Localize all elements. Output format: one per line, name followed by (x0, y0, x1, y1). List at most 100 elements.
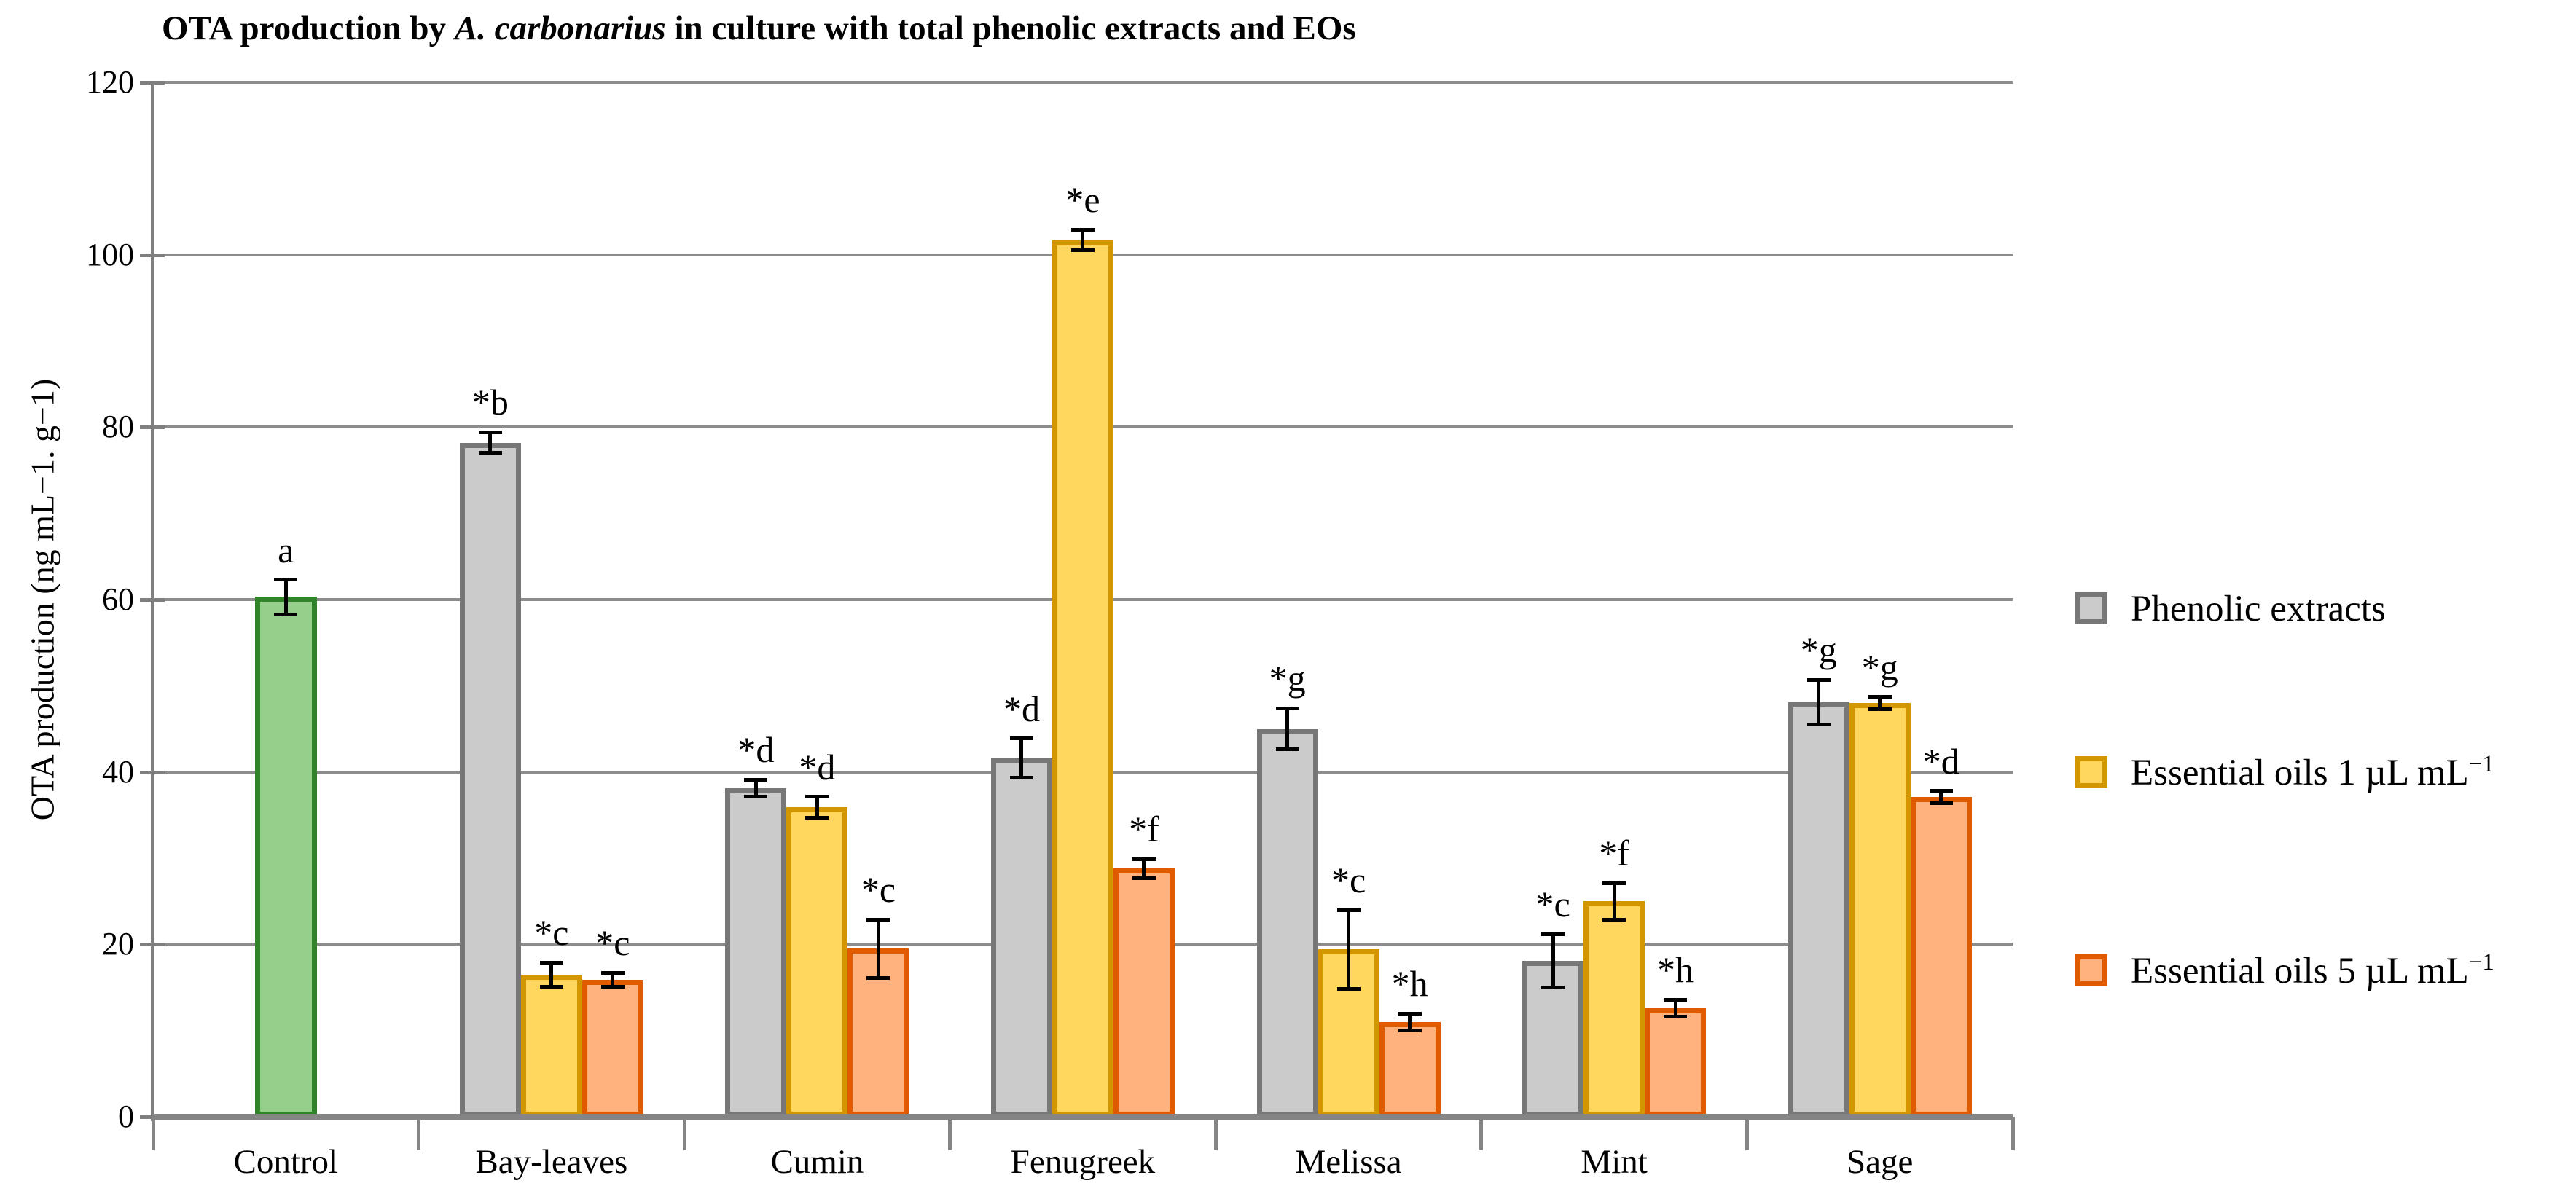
bar-slot-eo1: *g (1849, 82, 1911, 1117)
y-tick-label-80: 80 (102, 409, 134, 445)
error-bar-cap-bottom (1541, 986, 1565, 989)
legend-item-phenolic: Phenolic extracts (2075, 579, 2386, 637)
error-bar-cap-top (805, 795, 829, 799)
error-bar-cap-top (1336, 908, 1361, 912)
error-bar-line (1142, 859, 1146, 879)
error-bar-line (1817, 680, 1821, 725)
error-bar-cap-bottom (1664, 1015, 1688, 1019)
bar-slot-eo1: *d (786, 82, 848, 1117)
error-bar-cap-top (1806, 677, 1831, 682)
error-bar-cap-bottom (744, 795, 768, 799)
bar-sage-phenolic (1788, 702, 1849, 1117)
legend-swatch-eo5 (2075, 954, 2107, 986)
significance-label: *c (595, 922, 630, 964)
error-bar-line (1347, 910, 1351, 989)
significance-label: *c (1331, 860, 1366, 900)
chart-title-species: A. carbonarius (454, 9, 666, 47)
bar-mint-eo1 (1583, 901, 1645, 1117)
legend-label-text: Essential oils 1 µL mL (2131, 752, 2469, 793)
bar-slot-control: a (254, 82, 317, 1117)
chart-title-prefix: OTA production by (162, 9, 455, 47)
error-bar-line (815, 797, 819, 818)
bar-slot-phenolic: *g (1788, 82, 1849, 1117)
y-tick-mark-100 (140, 253, 165, 257)
x-tick-mark-7 (2011, 1117, 2015, 1150)
error-bar-cap-top (866, 917, 890, 922)
bar-melissa-eo5 (1379, 1021, 1441, 1117)
bar-slot-phenolic: *d (990, 82, 1052, 1117)
error-bar-line (283, 579, 288, 615)
category-group-control: a (153, 82, 419, 1117)
bar-bay-leaves-eo5 (582, 979, 643, 1117)
legend-label-eo1: Essential oils 1 µL mL−1 (2131, 751, 2494, 794)
error-bar-cap-top (539, 960, 563, 965)
error-bar-line (1081, 229, 1085, 251)
error-bar-cap-top (1132, 857, 1156, 861)
significance-label: *d (737, 729, 775, 771)
y-tick-label-0: 0 (118, 1099, 134, 1134)
category-group-sage: *g *g *d (1747, 82, 2013, 1117)
error-bar-line (1408, 1013, 1412, 1031)
error-bar-cap-top (1275, 706, 1299, 710)
error-bar-cap-top (1070, 227, 1095, 232)
error-bar-line (549, 962, 554, 987)
x-label-melissa: Melissa (1295, 1143, 1402, 1181)
bar-fenugreek-phenolic (990, 758, 1052, 1117)
bar-slot-eo1: *e (1052, 82, 1113, 1117)
gridline-120 (153, 81, 2013, 84)
y-tick-label-40: 40 (102, 753, 134, 790)
x-tick-mark-1 (417, 1117, 421, 1150)
bar-fenugreek-eo5 (1113, 868, 1175, 1117)
y-tick-mark-20 (140, 943, 165, 947)
bar-cumin-phenolic (725, 788, 787, 1117)
error-bar-line (488, 432, 493, 453)
error-bar-cap-bottom (866, 975, 890, 980)
bar-sage-eo1 (1849, 703, 1911, 1117)
category-group-fenugreek: *d *e *f (950, 82, 1216, 1117)
y-tick-mark-120 (140, 81, 165, 85)
x-tick-mark-4 (1213, 1117, 1218, 1150)
plot-area: a *b *c *c *d *d *c *d *e *f *g *c *h *c *f *h *g *g *d (153, 81, 2013, 1120)
y-tick-mark-80 (140, 425, 165, 430)
error-bar-cap-top (1602, 881, 1626, 885)
bar-fenugreek-eo1 (1052, 240, 1113, 1117)
bar-control-control (254, 597, 317, 1117)
error-bar-line (1878, 696, 1882, 710)
error-bar-line (1939, 790, 1943, 804)
bar-slot-eo5: *d (1910, 82, 1972, 1117)
bar-melissa-phenolic (1256, 728, 1318, 1117)
error-bar-line (611, 973, 615, 987)
legend-label-eo5: Essential oils 5 µL mL−1 (2131, 949, 2494, 992)
error-bar-cap-bottom (274, 612, 298, 616)
significance-label: *h (1391, 963, 1428, 1004)
significance-label: *c (1535, 884, 1570, 925)
error-bar-cap-bottom (1009, 776, 1033, 780)
error-bar-line (1551, 934, 1555, 988)
x-label-bay-leaves: Bay-leaves (475, 1143, 628, 1181)
significance-label: a (278, 529, 294, 570)
significance-label: *f (1129, 809, 1159, 850)
error-bar-cap-bottom (539, 984, 563, 989)
y-tick-label-20: 20 (102, 926, 134, 962)
error-bar-line (1285, 708, 1290, 750)
x-label-mint: Mint (1581, 1143, 1648, 1181)
bar-slot-eo1: *f (1583, 82, 1645, 1117)
significance-label: *h (1657, 949, 1694, 991)
legend-label-superscript: −1 (2468, 750, 2494, 777)
category-group-cumin: *d *d *c (684, 82, 950, 1117)
error-bar-cap-top (274, 578, 298, 582)
error-bar-cap-bottom (600, 984, 625, 989)
y-tick-label-120: 120 (86, 64, 134, 100)
x-tick-mark-6 (1745, 1117, 1749, 1150)
bar-slot-eo5: *c (582, 82, 643, 1117)
x-tick-mark-5 (1479, 1117, 1484, 1150)
bar-mint-eo5 (1645, 1007, 1707, 1117)
legend-item-eo5: Essential oils 5 µL mL−1 (2075, 941, 2494, 999)
error-bar-cap-bottom (805, 815, 829, 820)
legend-label-superscript: −1 (2468, 948, 2494, 975)
significance-label: *c (861, 869, 896, 911)
error-bar-line (1612, 883, 1616, 920)
y-axis-line (151, 82, 154, 1121)
significance-label: *g (1800, 629, 1837, 671)
